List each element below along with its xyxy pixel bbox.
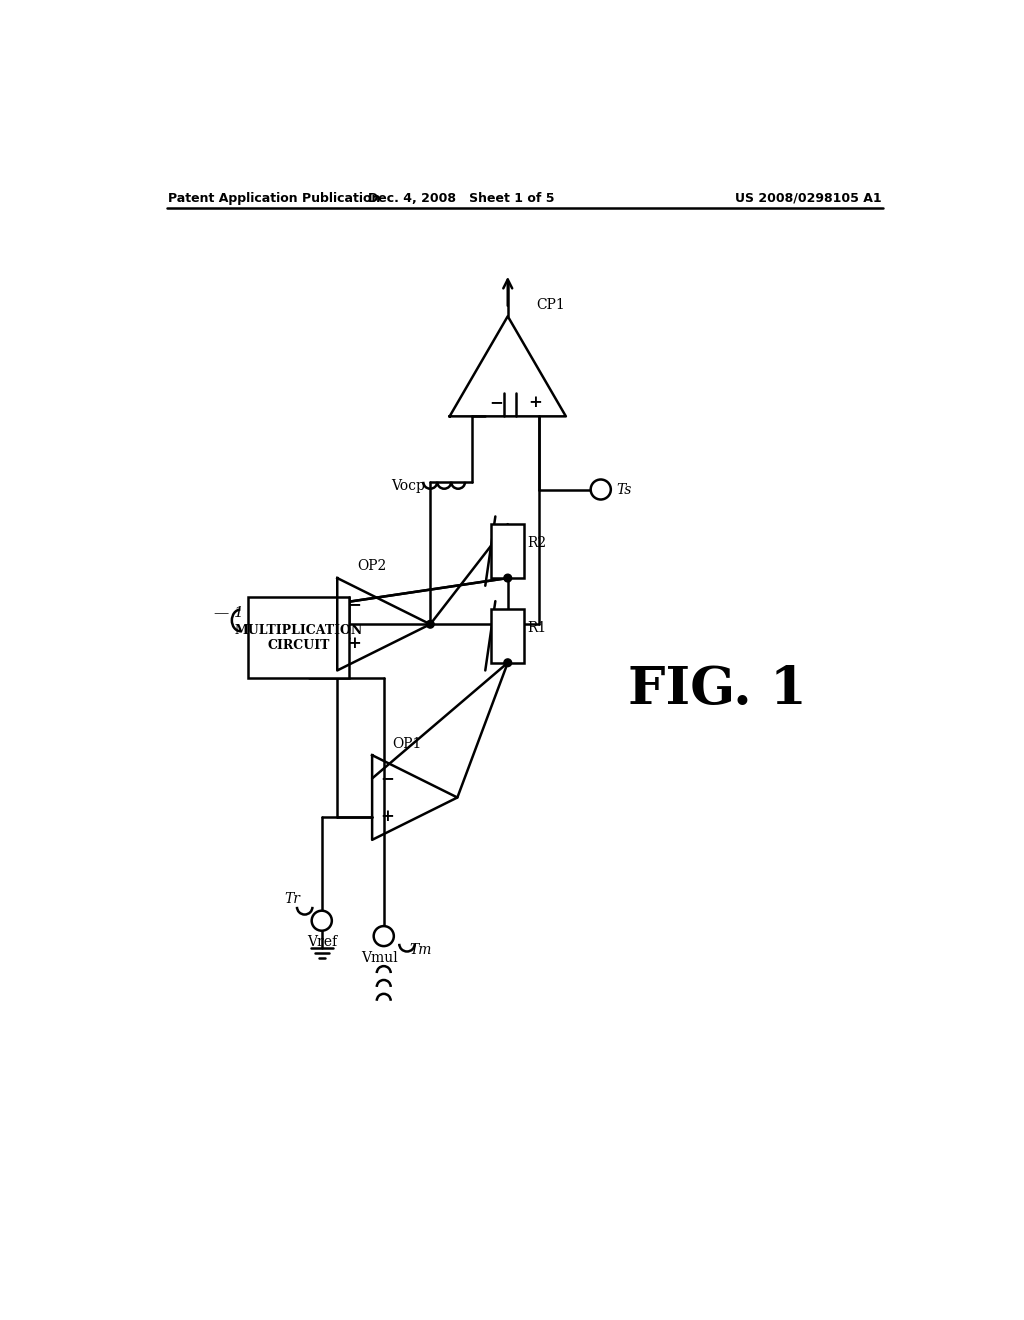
Bar [248, 597, 349, 678]
Bar [492, 609, 524, 663]
Bar [492, 524, 524, 578]
Text: US 2008/0298105 A1: US 2008/0298105 A1 [734, 191, 882, 205]
Text: — 1: — 1 [214, 606, 244, 619]
Text: Dec. 4, 2008   Sheet 1 of 5: Dec. 4, 2008 Sheet 1 of 5 [368, 191, 555, 205]
Text: −: − [380, 770, 394, 787]
Text: Patent Application Publication: Patent Application Publication [168, 191, 381, 205]
Circle shape [504, 574, 512, 582]
Circle shape [504, 659, 512, 667]
Text: R1: R1 [527, 622, 547, 635]
Text: −: − [489, 393, 503, 411]
Text: CP1: CP1 [536, 298, 565, 312]
Text: OP2: OP2 [357, 560, 387, 573]
Circle shape [311, 911, 332, 931]
Text: MULTIPLICATION: MULTIPLICATION [234, 623, 362, 636]
Text: +: + [380, 808, 394, 825]
Circle shape [426, 620, 434, 628]
Circle shape [591, 479, 611, 499]
Text: Tm: Tm [410, 942, 432, 957]
Text: +: + [528, 393, 542, 411]
Text: Vref: Vref [306, 936, 337, 949]
Text: +: + [347, 635, 361, 652]
Text: Vocp: Vocp [391, 479, 426, 492]
Text: Ts: Ts [616, 483, 632, 496]
Text: Tr: Tr [285, 892, 300, 906]
Text: CIRCUIT: CIRCUIT [267, 639, 330, 652]
Circle shape [374, 927, 394, 946]
Text: FIG. 1: FIG. 1 [628, 664, 806, 715]
Text: OP1: OP1 [392, 737, 422, 751]
Text: −: − [347, 597, 361, 614]
Text: R2: R2 [527, 536, 547, 550]
Text: Vmul: Vmul [361, 950, 398, 965]
